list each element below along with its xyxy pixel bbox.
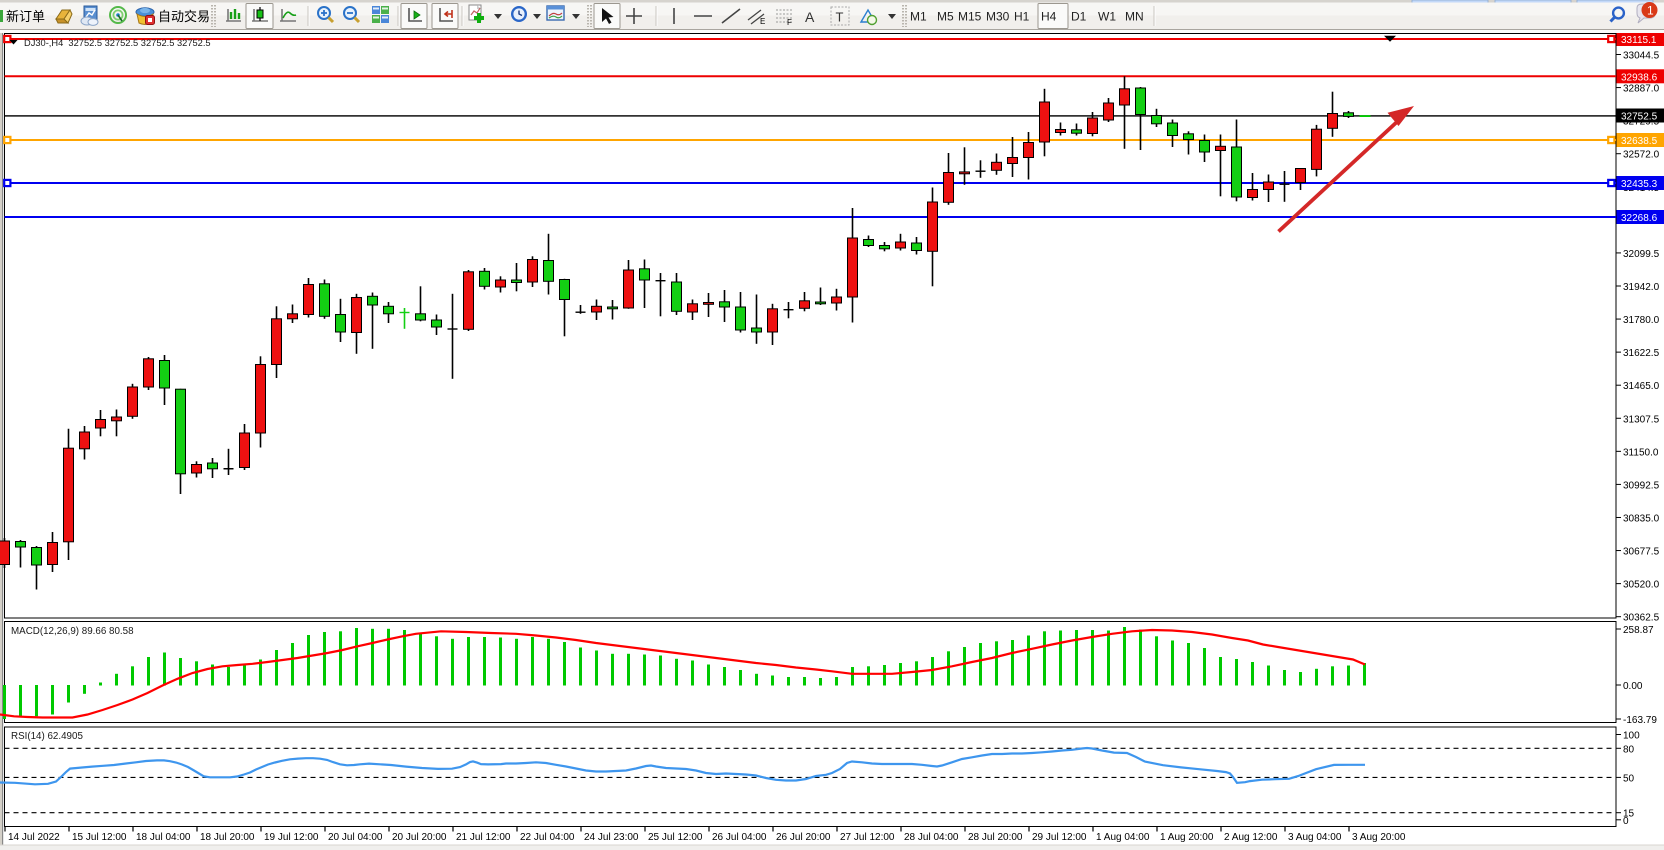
svg-text:自动交易: 自动交易 <box>158 9 210 24</box>
svg-text:19 Jul 12:00: 19 Jul 12:00 <box>264 832 319 843</box>
svg-text:31307.5: 31307.5 <box>1623 414 1660 425</box>
svg-text:30362.5: 30362.5 <box>1623 613 1660 624</box>
svg-text:30677.5: 30677.5 <box>1623 547 1660 558</box>
svg-text:H4: H4 <box>1041 10 1057 24</box>
svg-text:0: 0 <box>1623 816 1629 827</box>
svg-text:31465.0: 31465.0 <box>1623 381 1660 392</box>
svg-text:W1: W1 <box>1098 10 1116 24</box>
svg-text:1: 1 <box>1647 4 1654 18</box>
svg-text:DJ30-,H4 32752.5 32752.5 3275: DJ30-,H4 32752.5 32752.5 32752.5 32752.5 <box>24 38 211 48</box>
svg-text:30520.0: 30520.0 <box>1623 580 1660 591</box>
svg-text:21 Jul 12:00: 21 Jul 12:00 <box>456 832 511 843</box>
svg-text:31942.0: 31942.0 <box>1623 282 1660 293</box>
svg-text:0.00: 0.00 <box>1623 681 1643 692</box>
svg-text:33115.1: 33115.1 <box>1621 35 1657 46</box>
svg-text:A: A <box>805 9 815 25</box>
svg-text:100: 100 <box>1623 731 1640 742</box>
svg-text:新订单: 新订单 <box>6 9 45 24</box>
svg-text:50: 50 <box>1623 773 1635 784</box>
svg-text:3 Aug 04:00: 3 Aug 04:00 <box>1288 832 1342 843</box>
svg-text:24 Jul 23:00: 24 Jul 23:00 <box>584 832 639 843</box>
svg-text:28 Jul 04:00: 28 Jul 04:00 <box>904 832 959 843</box>
svg-text:3 Aug 20:00: 3 Aug 20:00 <box>1352 832 1406 843</box>
svg-text:H1: H1 <box>1014 10 1030 24</box>
svg-text:32938.6: 32938.6 <box>1621 72 1658 83</box>
svg-text:15 Jul 12:00: 15 Jul 12:00 <box>72 832 127 843</box>
svg-text:15: 15 <box>1623 809 1635 820</box>
svg-text:27 Jul 12:00: 27 Jul 12:00 <box>840 832 895 843</box>
svg-text:18 Jul 04:00: 18 Jul 04:00 <box>136 832 191 843</box>
svg-text:T: T <box>836 10 844 25</box>
svg-text:20 Jul 04:00: 20 Jul 04:00 <box>328 832 383 843</box>
svg-text:31780.0: 31780.0 <box>1623 315 1660 326</box>
svg-text:32268.6: 32268.6 <box>1621 213 1658 224</box>
svg-text:32572.0: 32572.0 <box>1623 150 1660 161</box>
svg-text:32435.3: 32435.3 <box>1621 179 1658 190</box>
svg-text:32638.5: 32638.5 <box>1621 136 1658 147</box>
svg-text:30835.0: 30835.0 <box>1623 513 1660 524</box>
svg-text:25 Jul 12:00: 25 Jul 12:00 <box>648 832 703 843</box>
svg-text:-163.79: -163.79 <box>1623 715 1657 726</box>
svg-text:RSI(14) 62.4905: RSI(14) 62.4905 <box>11 731 83 742</box>
svg-text:33044.5: 33044.5 <box>1623 51 1660 62</box>
svg-text:M30: M30 <box>986 10 1010 24</box>
svg-text:14 Jul 2022: 14 Jul 2022 <box>8 832 60 843</box>
svg-text:M1: M1 <box>910 10 927 24</box>
svg-text:26 Jul 04:00: 26 Jul 04:00 <box>712 832 767 843</box>
svg-text:1 Aug 04:00: 1 Aug 04:00 <box>1096 832 1150 843</box>
svg-text:20 Jul 20:00: 20 Jul 20:00 <box>392 832 447 843</box>
svg-text:32887.0: 32887.0 <box>1623 84 1660 95</box>
svg-text:M15: M15 <box>958 10 982 24</box>
svg-text:28 Jul 20:00: 28 Jul 20:00 <box>968 832 1023 843</box>
svg-text:32099.5: 32099.5 <box>1623 249 1660 260</box>
svg-text:D1: D1 <box>1071 10 1087 24</box>
svg-text:31622.5: 31622.5 <box>1623 348 1660 359</box>
svg-text:MN: MN <box>1125 10 1144 24</box>
svg-text:M5: M5 <box>937 10 954 24</box>
svg-text:E: E <box>760 17 765 26</box>
svg-text:2 Aug 12:00: 2 Aug 12:00 <box>1224 832 1278 843</box>
svg-text:80: 80 <box>1623 744 1635 755</box>
svg-text:F: F <box>787 18 792 27</box>
svg-text:31150.0: 31150.0 <box>1623 447 1659 458</box>
svg-text:30992.5: 30992.5 <box>1623 480 1660 491</box>
svg-text:22 Jul 04:00: 22 Jul 04:00 <box>520 832 575 843</box>
svg-text:29 Jul 12:00: 29 Jul 12:00 <box>1032 832 1087 843</box>
svg-text:26 Jul 20:00: 26 Jul 20:00 <box>776 832 831 843</box>
svg-text:MACD(12,26,9) 89.66 80.58: MACD(12,26,9) 89.66 80.58 <box>11 626 134 637</box>
svg-text:18 Jul 20:00: 18 Jul 20:00 <box>200 832 255 843</box>
svg-text:258.87: 258.87 <box>1623 625 1654 636</box>
svg-text:32752.5: 32752.5 <box>1621 112 1658 123</box>
svg-text:1 Aug 20:00: 1 Aug 20:00 <box>1160 832 1214 843</box>
